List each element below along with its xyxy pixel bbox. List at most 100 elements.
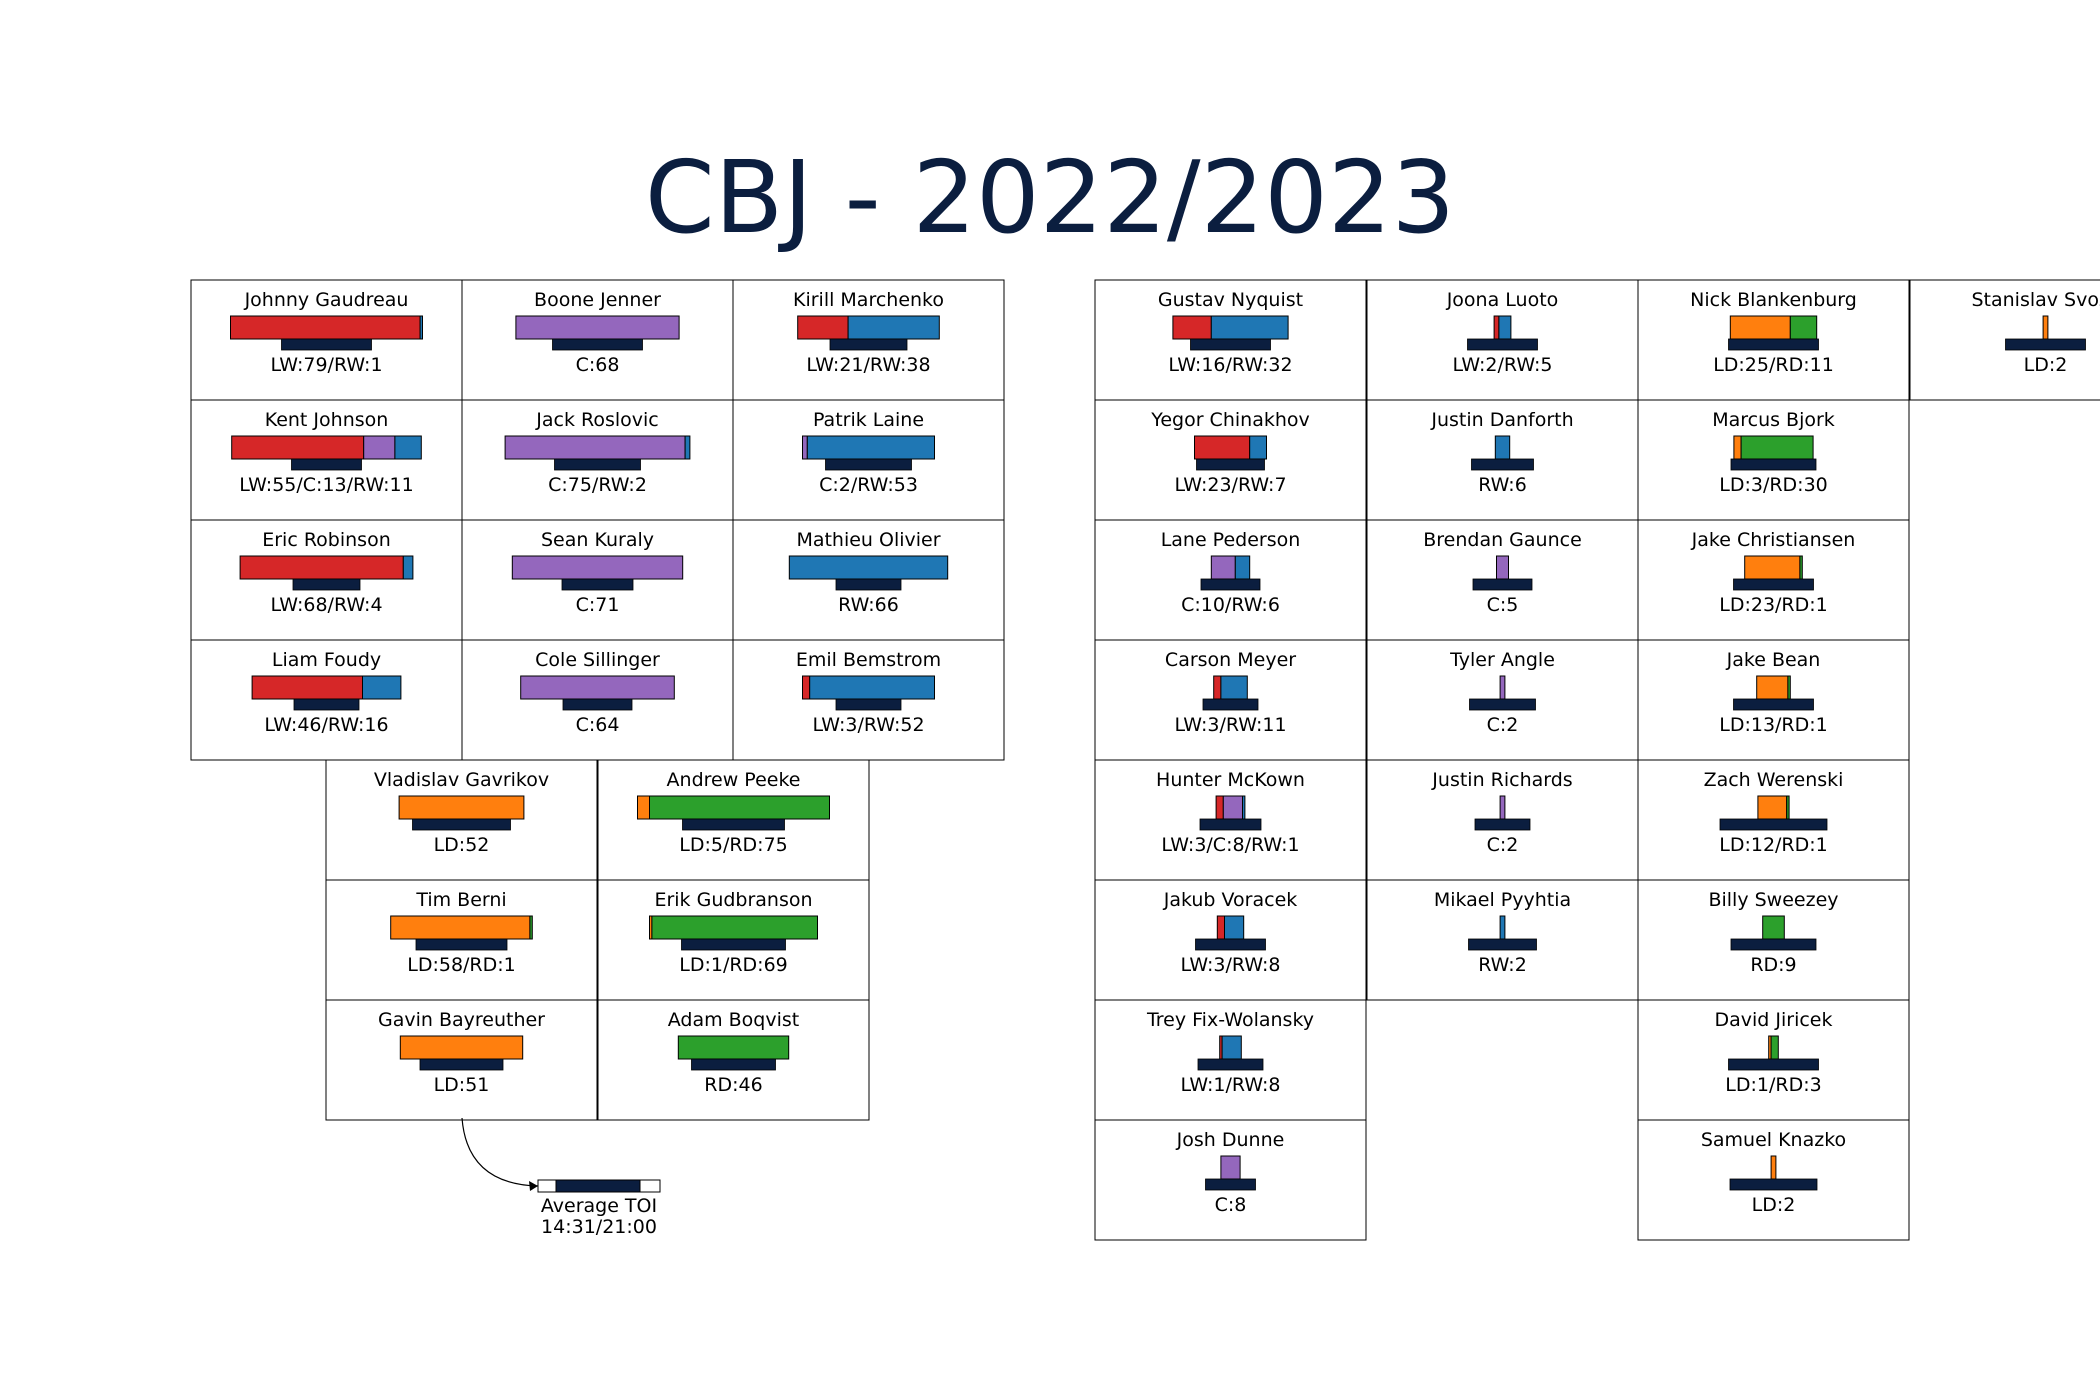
position-bar-ld — [2042, 315, 2049, 340]
toi-bar — [1728, 338, 1819, 351]
games-label: C:64 — [576, 714, 620, 736]
position-bar-rw — [1224, 915, 1245, 940]
player-cell-mathieu-olivier: Mathieu Olivier RW:66 — [732, 519, 1005, 641]
games-label: C:2 — [1487, 834, 1519, 856]
toi-legend: Average TOI 14:31/21:00 — [461, 1117, 661, 1238]
toi-bar — [1467, 338, 1538, 351]
player-name: Zach Werenski — [1704, 769, 1844, 791]
games-label: LD:1/RD:69 — [679, 954, 788, 976]
toi-bar — [1472, 578, 1533, 591]
toi-legend-label: Average TOI — [541, 1195, 657, 1217]
toi-bar — [1199, 818, 1262, 831]
position-bar-c — [1499, 795, 1506, 820]
cell-border — [325, 999, 598, 1121]
games-label: LD:51 — [434, 1074, 490, 1096]
player-name: Josh Dunne — [1176, 1129, 1285, 1151]
games-label: LD:23/RD:1 — [1719, 594, 1828, 616]
player-cell-tim-berni: Tim Berni LD:58/RD:1 — [325, 879, 598, 1001]
toi-bar — [681, 938, 786, 951]
position-bar-rw — [847, 315, 940, 340]
games-label: LW:55/C:13/RW:11 — [239, 474, 413, 496]
position-bar-rd — [677, 1035, 790, 1060]
toi-bar — [1196, 458, 1265, 471]
player-name: David Jiricek — [1714, 1009, 1832, 1031]
position-bar-rd — [529, 915, 533, 940]
player-name: Eric Robinson — [262, 529, 391, 551]
games-label: RW:6 — [1478, 474, 1527, 496]
player-name: Lane Pederson — [1161, 529, 1301, 551]
player-name: Tim Berni — [415, 889, 506, 911]
toi-bar — [419, 1058, 504, 1071]
games-label: LW:79/RW:1 — [270, 354, 382, 376]
player-cell-lane-pederson: Lane Pederson C:10/RW:6 — [1094, 519, 1367, 641]
player-cell-billy-sweezey: Billy Sweezey RD:9 — [1637, 879, 1910, 1001]
games-label: C:2/RW:53 — [819, 474, 918, 496]
toi-bar — [835, 698, 902, 711]
toi-bar — [1729, 1178, 1818, 1191]
player-name: Mikael Pyyhtia — [1434, 889, 1571, 911]
player-cell-johnny-gaudreau: Johnny Gaudreau LW:79/RW:1 — [190, 279, 463, 401]
toi-bar — [1728, 1058, 1819, 1071]
player-cell-stanislav-svozil: Stanislav Svozil LD:2 — [1909, 279, 2100, 401]
games-label: LD:2 — [2024, 354, 2068, 376]
games-label: LW:16/RW:32 — [1168, 354, 1292, 376]
player-cell-emil-bemstrom: Emil Bemstrom LW:3/RW:52 — [732, 639, 1005, 761]
toi-bar — [825, 458, 912, 471]
position-bar-lw — [1194, 435, 1251, 460]
player-name: Andrew Peeke — [667, 769, 801, 791]
position-bar-rw — [788, 555, 949, 580]
player-cell-boone-jenner: Boone Jenner C:68 — [461, 279, 734, 401]
games-label: LD:58/RD:1 — [407, 954, 516, 976]
player-cell-gustav-nyquist: Gustav Nyquist LW:16/RW:32 — [1094, 279, 1367, 401]
toi-bar — [1733, 578, 1814, 591]
position-bar-rw — [419, 315, 424, 340]
games-label: LW:68/RW:4 — [270, 594, 382, 616]
position-bar-rw — [1234, 555, 1251, 580]
toi-bar — [1474, 818, 1531, 831]
player-name: Gustav Nyquist — [1158, 289, 1303, 311]
player-cell-hunter-mckown: Hunter McKown LW:3/C:8/RW:1 — [1094, 759, 1367, 881]
toi-bar — [281, 338, 372, 351]
player-cell-trey-fix-wolansky: Trey Fix-Wolansky LW:1/RW:8 — [1094, 999, 1367, 1121]
cell-border — [1094, 1119, 1367, 1241]
games-label: RD:9 — [1750, 954, 1796, 976]
games-label: LW:3/RW:8 — [1180, 954, 1280, 976]
games-label: LD:5/RD:75 — [679, 834, 788, 856]
player-cell-gavin-bayreuther: Gavin Bayreuther LD:51 — [325, 999, 598, 1121]
player-cell-jake-christiansen: Jake Christiansen LD:23/RD:1 — [1637, 519, 1910, 641]
games-label: C:2 — [1487, 714, 1519, 736]
position-bar-rd — [1787, 675, 1791, 700]
toi-bar — [554, 458, 641, 471]
player-cell-tyler-angle: Tyler Angle C:2 — [1366, 639, 1639, 761]
player-name: Jake Christiansen — [1691, 529, 1856, 551]
player-name: Samuel Knazko — [1701, 1129, 1846, 1151]
toi-legend-bar — [555, 1179, 641, 1193]
position-bar-ld — [399, 1035, 524, 1060]
player-cell-liam-foudy: Liam Foudy LW:46/RW:16 — [190, 639, 463, 761]
games-label: LW:3/C:8/RW:1 — [1161, 834, 1299, 856]
player-name: Jack Roslovic — [535, 409, 658, 431]
toi-bar — [1197, 1058, 1264, 1071]
toi-bar — [293, 698, 360, 711]
player-name: Sean Kuraly — [541, 529, 654, 551]
toi-legend-value: 14:31/21:00 — [541, 1216, 657, 1238]
player-cell-jack-roslovic: Jack Roslovic C:75/RW:2 — [461, 399, 734, 521]
position-bar-lw — [797, 315, 849, 340]
player-name: Adam Boqvist — [668, 1009, 800, 1031]
position-bar-c — [515, 315, 680, 340]
position-bar-ld — [1744, 555, 1801, 580]
position-bar-rd — [1770, 1035, 1779, 1060]
toi-bar — [552, 338, 643, 351]
position-bar-lw — [802, 675, 811, 700]
games-label: LD:13/RD:1 — [1719, 714, 1828, 736]
position-bar-rd — [651, 915, 819, 940]
position-bar-c — [1496, 555, 1509, 580]
player-cell-jake-bean: Jake Bean LD:13/RD:1 — [1637, 639, 1910, 761]
player-cell-nick-blankenburg: Nick Blankenburg LD:25/RD:11 — [1637, 279, 1910, 401]
games-label: LD:3/RD:30 — [1719, 474, 1828, 496]
chart-title: CBJ - 2022/2023 — [645, 139, 1455, 256]
games-label: LW:46/RW:16 — [264, 714, 388, 736]
player-name: Marcus Bjork — [1712, 409, 1835, 431]
position-bar-ld — [1733, 435, 1742, 460]
toi-bar — [415, 938, 508, 951]
